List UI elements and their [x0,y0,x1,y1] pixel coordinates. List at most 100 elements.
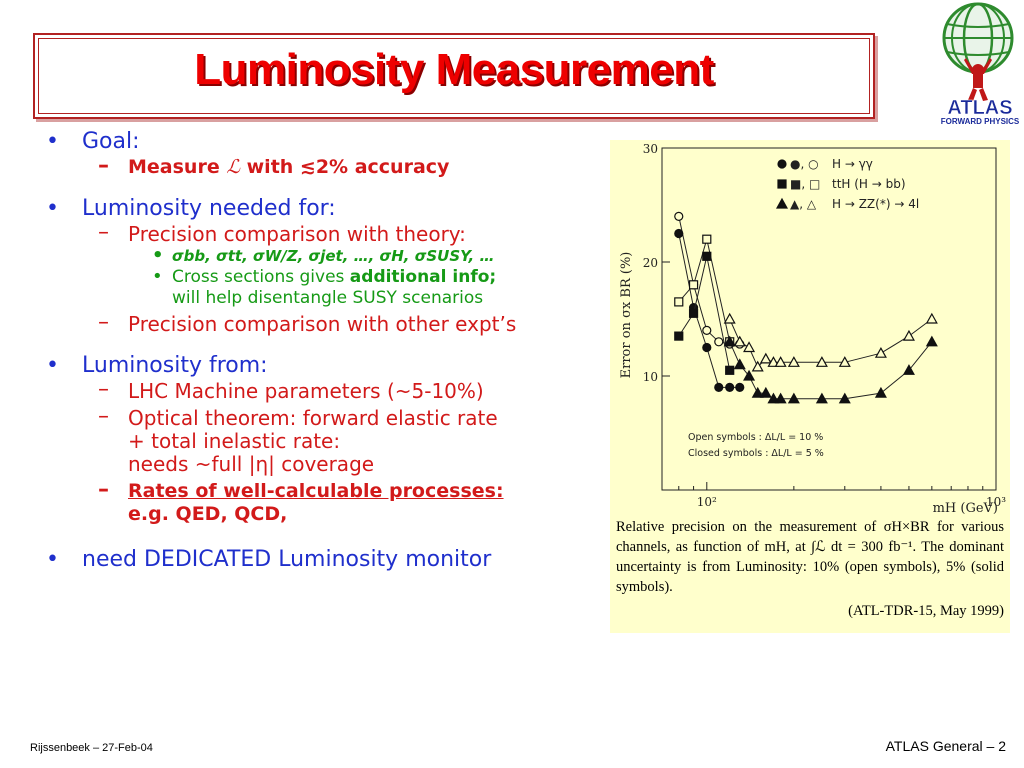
cross-prefix: Cross sections gives [172,267,350,287]
other-expts-text: Precision comparison with other expt’s [128,312,517,336]
data-point [733,335,746,347]
legend-symbols-tth: ■, □ [790,177,820,191]
data-point [815,356,828,367]
atlas-logo: ATLAS FORWARD PHYSICS [941,2,1020,126]
data-point [774,356,787,367]
plot-panel: Error on σx BR (%) mH (GeV) H → γγ ttH (… [610,140,1010,516]
data-point [838,356,851,367]
data-point [774,392,787,404]
data-point [925,312,938,324]
figure-caption: Relative precision on the measurement of… [610,514,1010,633]
data-point [743,369,756,381]
legend-entry-gamma: H → γγ [832,157,873,171]
bullet-goal-sub: – Measure ℒ with ≲2% accuracy [98,153,450,178]
data-point [775,197,789,209]
data-point [751,386,764,398]
lhc-text: LHC Machine parameters (~5-10%) [128,379,484,403]
y-tick-label: 30 [643,142,658,156]
data-point [759,386,772,398]
atlas-logo-text: ATLAS [947,97,1012,119]
data-point [674,297,684,307]
cross-line2: will help disentangle SUSY scenarios [172,288,484,308]
globe-icon [942,2,1014,74]
data-point [723,335,736,347]
bullet-other-expts: – Precision comparison with other expt’s [98,310,517,336]
rates-line1: Rates of well-calculable processes: [128,480,504,502]
title-frame: Luminosity Measurement [33,33,875,119]
legend-symbols-gamma: ●, ○ [790,157,819,171]
goal-sub-suffix: ≲2% accuracy [299,156,450,178]
y-tick-label: 10 [643,370,658,384]
legend-entry-tth: ttH (H → bb) [832,177,906,191]
goal-label: Goal: [82,129,140,154]
data-point [702,251,712,261]
x-tick-label: 10³ [986,495,1006,509]
lumi-symbol: ℒ [226,156,241,178]
data-point [751,360,764,372]
data-point [733,358,746,370]
legend-entry-zz: H → ZZ(*) → 4l [832,197,919,211]
data-point [787,356,800,367]
bullet-dedicated: • need DEDICATED Luminosity monitor [46,547,492,572]
chart-ylabel: Error on σx BR (%) [619,252,634,379]
optical-line1: Optical theorem: forward elastic rate [128,406,498,430]
chart-xlabel: mH (GeV) [933,501,998,514]
data-point [674,228,684,239]
data-point [874,346,887,358]
bullet-sigmas: • σbb, σtt, σW/Z, σjet, …, σH, σSUSY, … [152,245,495,266]
data-point [702,342,712,353]
data-point [767,356,780,367]
precision-chart: Error on σx BR (%) mH (GeV) H → γγ ttH (… [619,142,1006,516]
needed-label: Luminosity needed for: [82,196,336,221]
bullet-lhc: – LHC Machine parameters (~5-10%) [98,377,484,403]
footer-author-date: Rijssenbeek – 27-Feb-04 [30,742,153,754]
data-point [725,382,735,392]
data-point [838,392,851,404]
legend-symbols-zz: ▲, △ [790,197,817,211]
data-point [743,341,756,353]
data-point [674,211,684,222]
data-point [767,392,780,404]
bullet-from: • Luminosity from: [46,353,268,378]
data-point [815,392,828,404]
data-point [735,382,745,392]
optical-line2: + total inelastic rate: [128,429,341,453]
bullet-cross-sections: • Cross sections gives additional info; wi… [152,266,497,308]
goal-sub-prefix: Measure [128,156,227,178]
data-point [777,159,787,169]
x-tick-label: 10² [697,495,717,509]
atlas-figure-icon [964,58,992,101]
footer-slide-number: ATLAS General – 2 [885,738,1006,754]
optical-line3: needs ~full |η| coverage [128,452,375,476]
note-open-symbols: Open symbols : ΔL/L = 10 % [688,432,823,443]
bullet-list: • Goal: – Measure ℒ with ≲2% accuracy • Lum… [40,128,600,574]
data-point [759,352,772,364]
data-point [777,179,787,189]
rates-line2: e.g. QED, QCD, [128,503,288,525]
bullet-rates: – Rates of well-calculable processes: e.g.… [98,477,504,525]
y-tick-label: 20 [643,256,658,270]
sigmas-text: σbb, σtt, σW/Z, σjet, …, σH, σSUSY, … [172,247,495,265]
bullet-needed: • Luminosity needed for: [46,196,336,221]
caption-source: (ATL-TDR-15, May 1999) [848,603,1004,619]
data-point [723,312,736,324]
bullet-goal: • Goal: [46,129,140,154]
data-point [874,386,887,398]
goal-sub-mid: with [240,156,300,178]
bullet-theory: – Precision comparison with theory: [98,220,466,246]
cross-bold: additional info; [349,267,497,287]
note-closed-symbols: Closed symbols : ΔL/L = 5 % [688,448,824,459]
theory-text: Precision comparison with theory: [128,222,466,246]
slide-title: Luminosity Measurement [194,45,714,94]
series-line [678,256,731,371]
data-point [902,329,915,341]
series-line [678,239,731,342]
plot-frame [661,147,997,491]
data-point [674,331,684,341]
data-point [787,392,800,404]
data-point [688,308,699,318]
series-line [729,318,933,368]
atlas-logo-subtext: FORWARD PHYSICS [941,117,1020,126]
data-point [714,337,724,347]
data-point [925,335,938,347]
